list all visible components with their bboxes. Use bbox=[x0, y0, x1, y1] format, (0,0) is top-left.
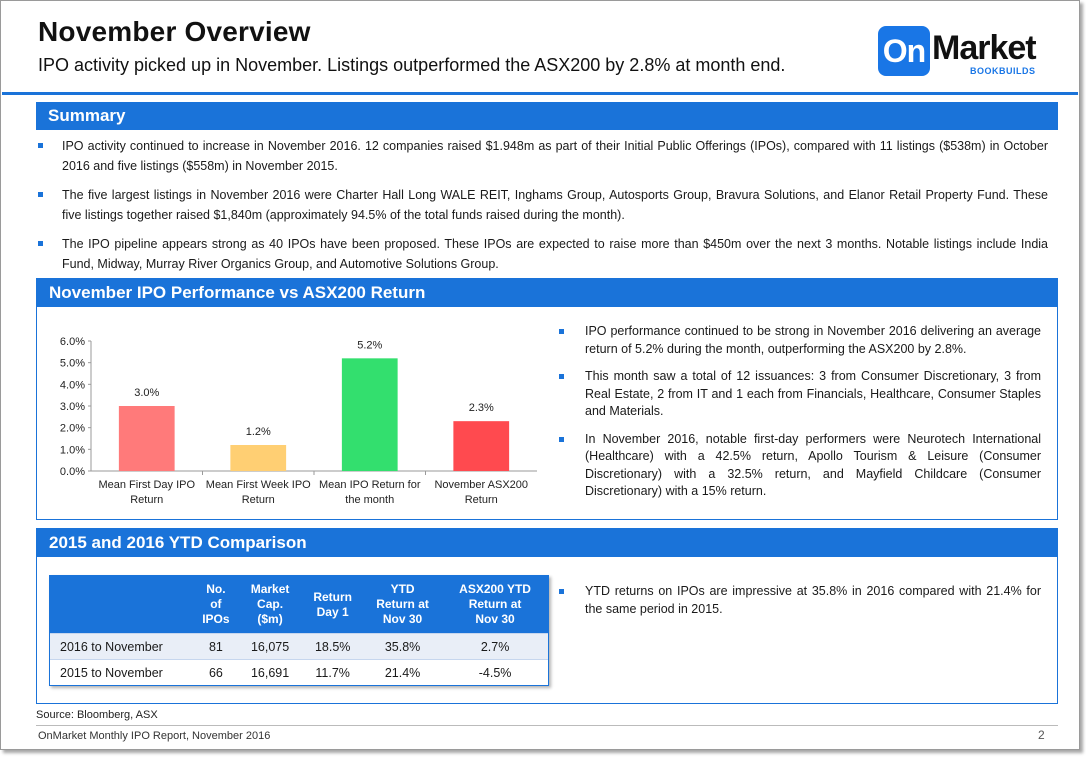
performance-bullet: This month saw a total of 12 issuances: … bbox=[557, 368, 1041, 421]
chart-bar bbox=[341, 358, 398, 471]
col-header-market-cap: Market Cap. ($m) bbox=[237, 576, 303, 634]
summary-bullet: The IPO pipeline appears strong as 40 IP… bbox=[36, 234, 1048, 274]
performance-bullet-list: IPO performance continued to be strong i… bbox=[557, 323, 1041, 511]
ytd-table-container: No. of IPOs Market Cap. ($m) Return Day … bbox=[49, 575, 549, 686]
y-tick-label: 5.0% bbox=[60, 358, 85, 370]
table-header-row: No. of IPOs Market Cap. ($m) Return Day … bbox=[50, 576, 548, 634]
summary-bullet: The five largest listings in November 20… bbox=[36, 185, 1048, 225]
bar-data-label: 3.0% bbox=[134, 387, 159, 399]
logo-subtext: BOOKBUILDS bbox=[970, 66, 1036, 76]
col-header-line: Day 1 bbox=[316, 604, 349, 619]
footer-divider bbox=[36, 725, 1058, 726]
table-cell: 11.7% bbox=[302, 659, 363, 685]
performance-bar-chart: 0.0% 1.0% 2.0% 3.0% 4.0% 5.0% 6.0% 3.0% Mean Fir… bbox=[60, 336, 537, 506]
table-cell: 35.8% bbox=[363, 633, 443, 660]
y-tick-label: 2.0% bbox=[60, 423, 85, 435]
performance-bullet: IPO performance continued to be strong i… bbox=[557, 323, 1041, 358]
source-note: Source: Bloomberg, ASX bbox=[36, 709, 158, 721]
y-tick-label: 3.0% bbox=[60, 401, 85, 413]
col-header-line: Nov 30 bbox=[475, 612, 515, 626]
performance-section: November IPO Performance vs ASX200 Retur… bbox=[36, 278, 1058, 520]
table-header-corner bbox=[50, 576, 194, 634]
ytd-section: 2015 and 2016 YTD Comparison No. of IPOs… bbox=[36, 528, 1058, 704]
page-subtitle: IPO activity picked up in November. List… bbox=[38, 55, 786, 75]
logo-market-text: Market bbox=[932, 29, 1037, 67]
footer-report-name: OnMarket Monthly IPO Report, November 20… bbox=[38, 730, 271, 742]
col-header-line: ($m) bbox=[257, 612, 283, 626]
col-header-return-day1: Return Day 1 bbox=[302, 576, 363, 634]
col-header-line: ASX200 YTD bbox=[459, 582, 531, 596]
chart-bar bbox=[118, 406, 175, 471]
col-header-ipos: No. of IPOs bbox=[194, 576, 238, 634]
col-header-ytd-return: YTD Return at Nov 30 bbox=[363, 576, 443, 634]
ytd-heading: 2015 and 2016 YTD Comparison bbox=[37, 529, 1057, 557]
col-header-line: Nov 30 bbox=[382, 612, 423, 626]
performance-bullet: In November 2016, notable first-day perf… bbox=[557, 431, 1041, 501]
ytd-bullet-list: YTD returns on IPOs are impressive at 35… bbox=[557, 583, 1041, 628]
y-tick-label: 6.0% bbox=[60, 336, 85, 348]
col-header-line: No. bbox=[206, 582, 226, 596]
col-header-line: of bbox=[210, 597, 222, 611]
x-category-label: Return bbox=[242, 494, 275, 506]
x-category-label: November ASX200 bbox=[434, 479, 528, 491]
performance-chart: 0.0% 1.0% 2.0% 3.0% 4.0% 5.0% 6.0% 3.0% Mean Fir… bbox=[37, 309, 547, 521]
y-tick-label: 0.0% bbox=[60, 466, 85, 478]
x-category-label: Mean IPO Return for bbox=[319, 479, 421, 491]
x-category-label: Mean First Week IPO bbox=[206, 479, 311, 491]
y-tick-label: 4.0% bbox=[60, 379, 85, 391]
col-header-line: IPOs bbox=[202, 612, 230, 626]
performance-heading: November IPO Performance vs ASX200 Retur… bbox=[37, 279, 1057, 307]
row-label: 2015 to November bbox=[50, 659, 194, 685]
col-header-line: YTD bbox=[390, 582, 415, 596]
x-category-label: Mean First Day IPO bbox=[98, 479, 195, 491]
col-header-line: Cap. bbox=[257, 597, 284, 611]
table-cell: 2.7% bbox=[442, 633, 548, 660]
x-category-label: the month bbox=[345, 494, 394, 506]
table-cell: 66 bbox=[194, 659, 238, 685]
header-divider bbox=[2, 92, 1078, 95]
summary-heading: Summary bbox=[36, 102, 1058, 130]
table-cell: -4.5% bbox=[442, 659, 548, 685]
table-row: 2016 to November 81 16,075 18.5% 35.8% 2… bbox=[50, 633, 548, 660]
summary-bullet-list: IPO activity continued to increase in No… bbox=[36, 136, 1048, 283]
col-header-line: Market bbox=[250, 582, 290, 596]
ytd-comparison-table: No. of IPOs Market Cap. ($m) Return Day … bbox=[50, 576, 548, 685]
col-header-line: Return at bbox=[376, 597, 429, 611]
col-header-asx200-ytd: ASX200 YTD Return at Nov 30 bbox=[442, 576, 548, 634]
table-cell: 21.4% bbox=[363, 659, 443, 685]
chart-bar bbox=[230, 445, 287, 471]
y-tick-label: 1.0% bbox=[60, 444, 85, 456]
col-header-line: Return bbox=[313, 589, 352, 604]
bar-data-label: 5.2% bbox=[357, 339, 382, 351]
col-header-line: Return at bbox=[468, 597, 522, 611]
chart-bar bbox=[453, 421, 510, 471]
x-category-label: Return bbox=[465, 494, 498, 506]
page-number: 2 bbox=[1038, 728, 1045, 742]
page-title: November Overview bbox=[38, 16, 311, 47]
summary-bullet: IPO activity continued to increase in No… bbox=[36, 136, 1048, 176]
table-cell: 16,691 bbox=[237, 659, 303, 685]
table-row: 2015 to November 66 16,691 11.7% 21.4% -… bbox=[50, 659, 548, 685]
bar-data-label: 2.3% bbox=[469, 402, 494, 414]
row-label: 2016 to November bbox=[50, 633, 194, 660]
bar-data-label: 1.2% bbox=[246, 426, 271, 438]
table-cell: 16,075 bbox=[237, 633, 303, 660]
x-category-label: Return bbox=[130, 494, 163, 506]
table-cell: 18.5% bbox=[302, 633, 363, 660]
logo-on-badge: On bbox=[878, 26, 930, 76]
ytd-bullet: YTD returns on IPOs are impressive at 35… bbox=[557, 583, 1041, 618]
table-cell: 81 bbox=[194, 633, 238, 660]
